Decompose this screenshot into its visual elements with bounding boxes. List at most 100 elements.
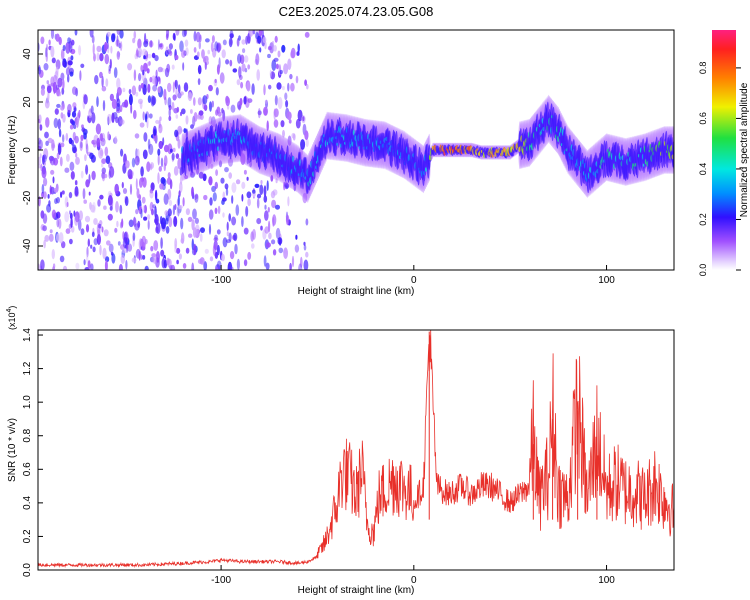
noise-blob: [167, 208, 172, 217]
noise-blob: [38, 66, 42, 75]
noise-blob: [203, 57, 206, 63]
noise-blob: [62, 134, 65, 143]
noise-blob: [61, 190, 65, 195]
noise-blob: [157, 172, 160, 185]
noise-blob: [226, 221, 229, 231]
noise-blob: [271, 199, 277, 209]
noise-blob: [164, 217, 169, 225]
noise-blob: [147, 219, 150, 230]
noise-blob: [290, 82, 295, 92]
noise-blob: [149, 188, 154, 194]
noise-blob: [80, 228, 85, 236]
noise-blob: [264, 210, 269, 221]
noise-blob: [104, 41, 108, 52]
noise-blob: [163, 162, 166, 172]
noise-blob: [116, 30, 121, 36]
noise-blob: [193, 97, 196, 106]
noise-blob: [85, 164, 89, 175]
noise-blob: [126, 244, 129, 250]
noise-blob: [157, 66, 163, 73]
noise-blob: [65, 132, 69, 141]
noise-blob: [177, 205, 183, 210]
noise-blob: [198, 110, 204, 116]
noise-blob: [220, 177, 225, 184]
noise-blob: [247, 198, 251, 207]
noise-blob: [96, 137, 101, 148]
noise-blob: [57, 77, 63, 88]
noise-blob: [174, 129, 179, 138]
noise-blob: [247, 251, 252, 260]
noise-blob: [271, 239, 276, 245]
noise-blob: [279, 69, 283, 75]
noise-blob: [70, 48, 76, 55]
spectrogram-y-tick-label: 0: [22, 147, 33, 153]
noise-blob: [110, 45, 113, 54]
noise-blob: [60, 142, 65, 148]
noise-blob: [150, 95, 156, 107]
noise-blob: [143, 132, 148, 142]
noise-blob: [191, 238, 194, 251]
noise-blob: [191, 262, 195, 270]
noise-blob: [161, 258, 166, 269]
noise-blob: [302, 116, 305, 122]
noise-blob: [283, 247, 288, 259]
noise-blob: [133, 69, 137, 81]
noise-blob: [164, 210, 169, 216]
noise-blob: [231, 195, 234, 204]
noise-blob: [82, 188, 86, 200]
noise-blob: [236, 258, 240, 270]
noise-blob: [147, 95, 151, 103]
noise-blob: [303, 259, 309, 270]
noise-blob: [40, 163, 43, 172]
snr-line: [38, 330, 674, 569]
noise-blob: [90, 263, 94, 270]
noise-blob: [81, 124, 84, 129]
noise-blob: [291, 132, 296, 139]
noise-blob: [208, 116, 213, 125]
spectrogram-y-tick-label: 40: [22, 48, 33, 60]
noise-blob: [80, 134, 84, 141]
noise-blob: [169, 148, 173, 153]
noise-blob: [118, 263, 123, 270]
noise-blob: [259, 47, 262, 53]
noise-blob: [127, 169, 133, 179]
noise-blob: [149, 76, 153, 83]
noise-blob: [91, 112, 96, 124]
noise-blob: [83, 94, 88, 105]
noise-blob: [80, 63, 85, 68]
noise-blob: [275, 204, 280, 210]
noise-blob: [72, 102, 77, 109]
noise-blob: [44, 131, 49, 139]
noise-blob: [69, 161, 75, 171]
noise-blob: [222, 237, 228, 248]
noise-blob: [183, 30, 188, 37]
noise-blob: [231, 216, 237, 226]
noise-blob: [99, 149, 104, 157]
noise-blob: [69, 210, 71, 215]
noise-blob: [173, 33, 176, 42]
noise-blob: [197, 97, 202, 106]
noise-blob: [240, 81, 244, 89]
snr-y-tick-label: 0.4: [22, 495, 33, 509]
noise-blob: [243, 169, 247, 175]
noise-blob: [38, 156, 42, 165]
noise-blob: [132, 37, 136, 44]
noise-blob: [185, 47, 189, 56]
noise-blob: [46, 85, 52, 94]
noise-blob: [120, 119, 125, 125]
noise-blob: [50, 186, 55, 195]
noise-blob: [263, 106, 268, 116]
noise-blob: [168, 199, 173, 206]
noise-blob: [144, 32, 147, 45]
noise-blob: [271, 40, 275, 46]
noise-blob: [212, 244, 217, 256]
noise-blob: [42, 154, 45, 165]
noise-blob: [114, 135, 118, 145]
noise-blob: [289, 262, 292, 270]
noise-blob: [153, 240, 159, 251]
noise-blob: [141, 235, 147, 248]
noise-blob: [55, 66, 59, 76]
noise-blob: [203, 104, 208, 111]
noise-blob: [138, 73, 142, 82]
